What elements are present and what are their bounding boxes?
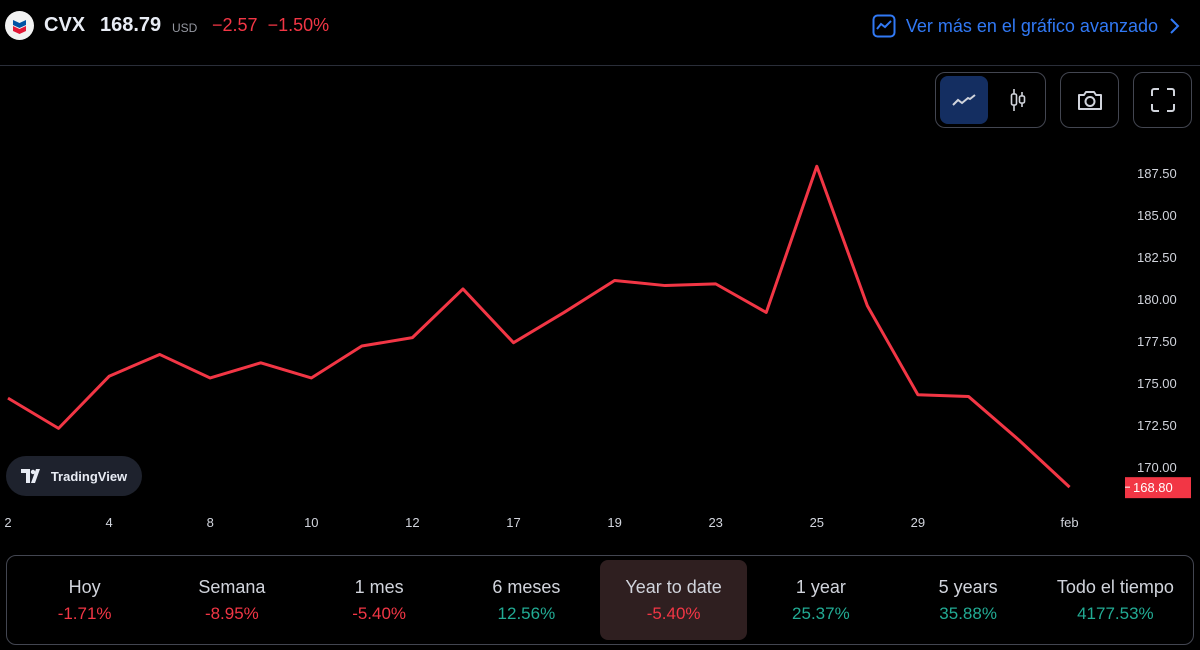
y-tick-label: 177.50: [1137, 334, 1177, 349]
tradingview-logo-icon: [20, 469, 40, 483]
period-value: -5.40%: [352, 603, 407, 623]
x-tick-label: 25: [810, 515, 824, 530]
chart-type-group: [935, 72, 1046, 128]
period-1-year[interactable]: 1 year 25.37%: [747, 560, 894, 640]
price: 168.79: [100, 14, 162, 36]
x-tick-label: 4: [105, 515, 112, 530]
y-tick-label: 170.00: [1137, 460, 1177, 475]
last-price-badge: [1125, 477, 1191, 499]
header: CVX 168.79 USD −2.57 −1.50% Ver más en e…: [0, 0, 1200, 66]
symbol: CVX: [44, 14, 86, 36]
chart-icon: [872, 14, 896, 38]
period-6-meses[interactable]: 6 meses 12.56%: [453, 560, 600, 640]
price-change: −2.57 −1.50%: [212, 15, 329, 36]
chevron-logo: [5, 11, 34, 40]
y-tick-label: 175.00: [1137, 376, 1177, 391]
period-semana[interactable]: Semana -8.95%: [158, 560, 305, 640]
period-label: Todo el tiempo: [1056, 576, 1174, 597]
period-selector: Hoy -1.71% Semana -8.95% 1 mes -5.40% 6 meses 1…: [6, 555, 1194, 645]
y-tick-label: 185.00: [1137, 208, 1177, 223]
y-tick-label: 180.00: [1137, 292, 1177, 307]
period-label: 1 year: [795, 576, 846, 597]
period-5-years[interactable]: 5 years 35.88%: [895, 560, 1042, 640]
advanced-link-label: Ver más en el gráfico avanzado: [905, 15, 1158, 36]
x-tick-label: 23: [708, 515, 722, 530]
period-value: 35.88%: [939, 603, 997, 623]
period-label: 5 years: [938, 576, 998, 597]
advanced-chart-link[interactable]: Ver más en el gráfico avanzado: [872, 14, 1180, 38]
period-value: 12.56%: [497, 603, 556, 623]
x-tick-label: 29: [911, 515, 925, 530]
camera-icon: [1077, 91, 1102, 110]
x-tick-label: 10: [304, 515, 318, 530]
period-value: 25.37%: [792, 603, 850, 623]
x-tick-label: 12: [405, 515, 419, 530]
fullscreen-icon: [1150, 88, 1175, 112]
y-tick-label: 187.50: [1137, 166, 1177, 181]
chevron-right-icon: [1170, 18, 1180, 34]
line-chart-icon: [951, 94, 976, 106]
x-tick-label: 19: [607, 515, 621, 530]
x-tick-label: 8: [207, 515, 214, 530]
period-label: Semana: [198, 576, 266, 597]
candlestick-icon: [1010, 89, 1025, 111]
x-tick-label: 17: [506, 515, 520, 530]
period-label: Hoy: [68, 576, 101, 597]
period-value: 4177.53%: [1077, 603, 1154, 623]
y-tick-label: 172.50: [1137, 418, 1177, 433]
change-abs: −2.57: [212, 15, 258, 35]
period-value: -5.40%: [646, 603, 701, 623]
line-chart-button[interactable]: [939, 76, 988, 124]
currency: USD: [172, 21, 198, 35]
period-value: -1.71%: [57, 603, 112, 623]
candlestick-button[interactable]: [994, 76, 1042, 124]
tradingview-badge[interactable]: TradingView: [6, 456, 142, 496]
x-tick-label: 2: [4, 515, 11, 530]
tradingview-label: TradingView: [50, 468, 128, 484]
period-value: -8.95%: [204, 603, 259, 623]
change-pct: −1.50%: [267, 15, 330, 35]
fullscreen-button[interactable]: [1133, 72, 1192, 128]
period-label: 6 meses: [492, 576, 561, 597]
last-price-label: 168.80: [1133, 480, 1173, 495]
period-year-to-date[interactable]: Year to date -5.40%: [600, 560, 748, 640]
period-1-mes[interactable]: 1 mes -5.40%: [306, 560, 453, 640]
price-chart[interactable]: 170.00 172.50 175.00 177.50 180.00 182.50 185.…: [0, 140, 1200, 535]
screenshot-button[interactable]: [1060, 72, 1119, 128]
period-todo-el-tiempo[interactable]: Todo el tiempo 4177.53%: [1042, 560, 1189, 640]
period-label: 1 mes: [354, 576, 404, 597]
period-hoy[interactable]: Hoy -1.71%: [11, 560, 158, 640]
price-line: [7, 164, 1071, 489]
period-label: Year to date: [625, 576, 722, 597]
x-tick-label: feb: [1061, 515, 1079, 530]
y-tick-label: 182.50: [1137, 250, 1177, 265]
